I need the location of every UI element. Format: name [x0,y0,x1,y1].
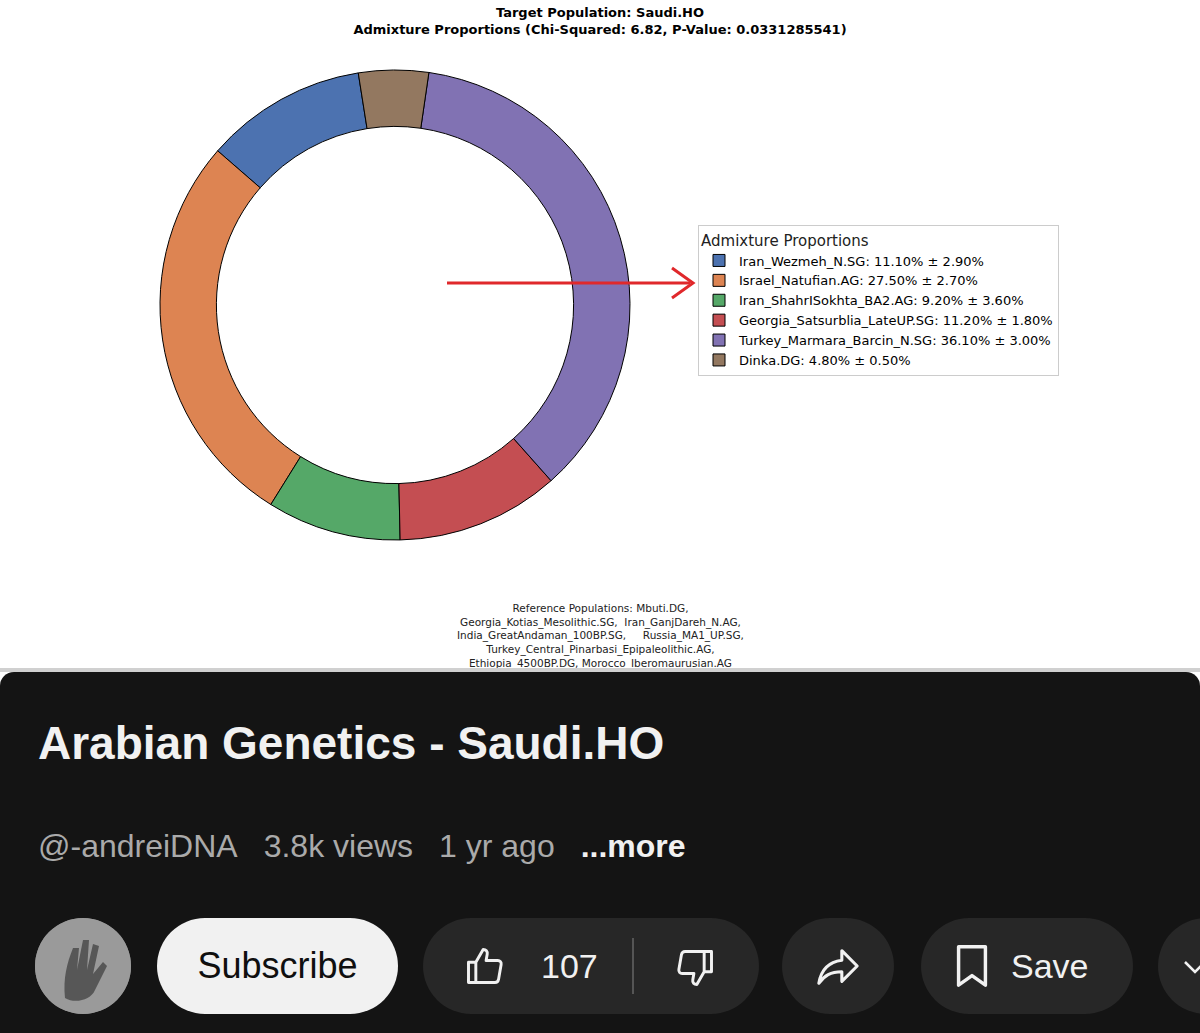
svg-text:Turkey_Marmara_Barcin_N.SG: 36: Turkey_Marmara_Barcin_N.SG: 36.10% ± 3.0… [738,333,1051,348]
svg-text:Iran_ShahrISokhta_BA2.AG: 9.20: Iran_ShahrISokhta_BA2.AG: 9.20% ± 3.60% [739,293,1024,308]
svg-text:Israel_Natufian.AG: 27.50% ± 2: Israel_Natufian.AG: 27.50% ± 2.70% [739,273,978,288]
svg-text:Reference Populations: Mbuti.D: Reference Populations: Mbuti.DG,Georgia_… [457,602,744,668]
svg-text:Dinka.DG: 4.80% ± 0.50%: Dinka.DG: 4.80% ± 0.50% [739,353,911,368]
svg-text:Target Population: Saudi.HOAdm: Target Population: Saudi.HOAdmixture Pro… [353,5,846,37]
svg-text:Admixture Proportions: Admixture Proportions [701,232,869,250]
svg-text:Georgia_Satsurblia_LateUP.SG:: Georgia_Satsurblia_LateUP.SG: 11.20% ± 1… [739,313,1053,328]
svg-text:Iran_Wezmeh_N.SG: 11.10% ± 2.9: Iran_Wezmeh_N.SG: 11.10% ± 2.90% [739,254,984,269]
